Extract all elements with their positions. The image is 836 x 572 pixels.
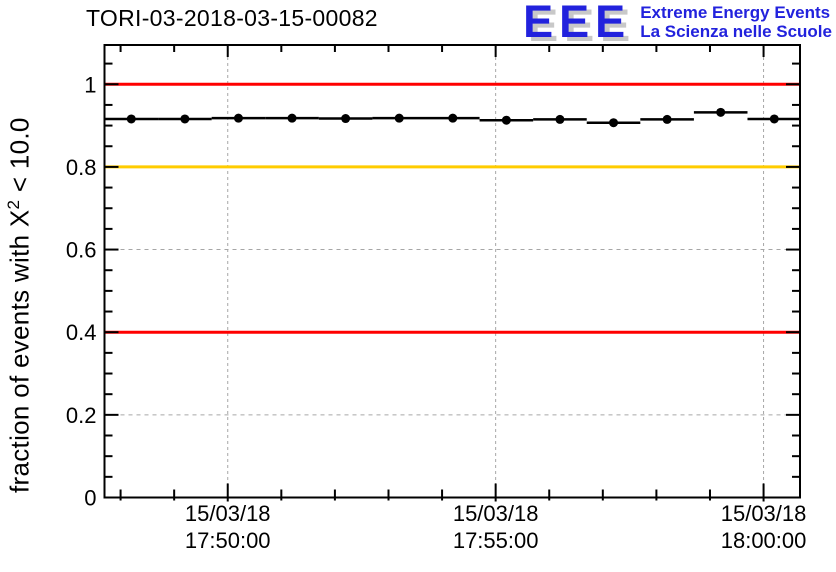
axis-frame — [103, 44, 801, 499]
data-point-marker — [341, 114, 351, 124]
data-point-marker — [180, 114, 190, 124]
eee-logo-taglines: Extreme Energy Events La Scienza nelle S… — [640, 2, 832, 41]
data-point-marker — [609, 118, 619, 128]
data-point-marker — [126, 114, 136, 124]
x-tick-label-time: 17:50:00 — [185, 528, 271, 553]
eee-logo-tagline-2: La Scienza nelle Scuole — [640, 22, 832, 41]
y-tick-label: 0 — [84, 486, 96, 511]
y-axis-label-superscript: 2 — [4, 199, 23, 210]
data-point-marker — [555, 114, 565, 124]
x-tick-label-date: 15/03/18 — [721, 501, 807, 526]
chart-title: TORI-03-2018-03-15-00082 — [86, 5, 378, 31]
eee-logo-acronym: EEE — [523, 0, 632, 47]
data-point-marker — [233, 113, 243, 123]
data-point-marker — [501, 115, 511, 125]
data-point-marker — [394, 113, 404, 123]
y-tick-label: 0.8 — [66, 155, 97, 180]
y-tick-label: 0.2 — [66, 403, 97, 428]
eee-logo: EEE Extreme Energy Events La Scienza nel… — [523, 0, 832, 47]
x-tick-label-time: 17:55:00 — [453, 528, 539, 553]
y-axis-label: fraction of events with X2 < 10.0 — [4, 13, 36, 493]
data-point-marker — [769, 114, 779, 124]
data-point-marker — [287, 113, 297, 123]
y-axis-label-text: fraction of events with X — [4, 209, 35, 493]
x-tick-label-time: 18:00:00 — [721, 528, 807, 553]
data-point-marker — [448, 113, 458, 123]
y-axis-label-suffix: < 10.0 — [4, 117, 35, 200]
data-point-marker — [716, 107, 726, 117]
x-tick-label-date: 15/03/18 — [453, 501, 539, 526]
data-point-marker — [662, 114, 672, 124]
x-tick-label-date: 15/03/18 — [185, 501, 271, 526]
y-tick-label: 0.4 — [66, 320, 97, 345]
eee-logo-tagline-1: Extreme Energy Events — [640, 3, 831, 22]
y-tick-label: 0.6 — [66, 238, 97, 263]
y-tick-label: 1 — [84, 72, 96, 97]
